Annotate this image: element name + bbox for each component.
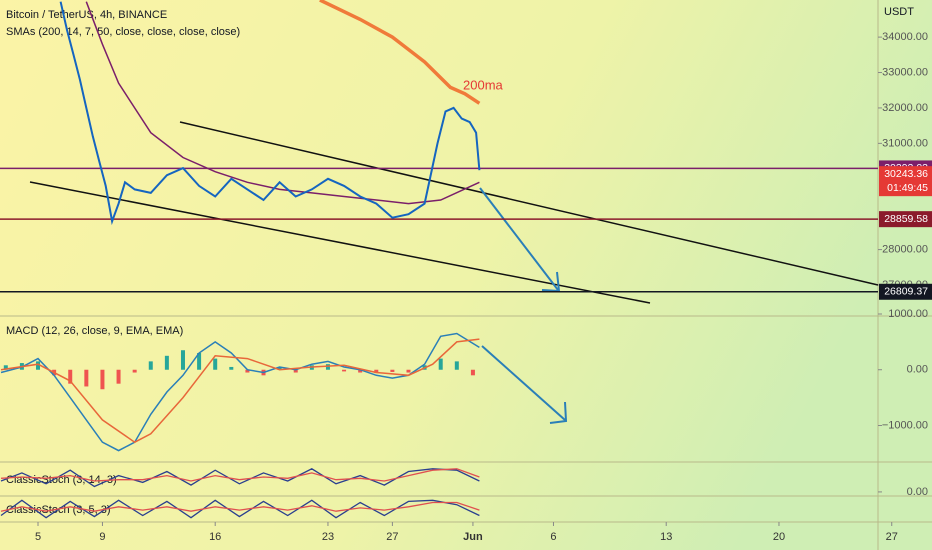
x-tick-label: 9 xyxy=(99,531,105,543)
histogram-bar xyxy=(293,369,298,373)
x-tick-label: 6 xyxy=(550,531,556,543)
price-label: 28859.58 xyxy=(884,213,928,225)
histogram-bar xyxy=(358,369,363,373)
histogram-bar xyxy=(164,355,169,370)
x-tick-label: 27 xyxy=(886,531,898,543)
histogram-bar xyxy=(374,369,379,374)
y-tick-label: 28000.00 xyxy=(882,244,928,256)
y-tick-label: 32000.00 xyxy=(882,102,928,114)
annotation: 200ma xyxy=(463,77,504,92)
x-tick-label: 23 xyxy=(322,531,334,543)
histogram-bar xyxy=(36,361,41,370)
histogram-bar xyxy=(406,369,411,373)
last-price-bg xyxy=(879,166,932,197)
histogram-bar xyxy=(100,369,105,390)
arrows xyxy=(479,187,568,424)
macd-line xyxy=(0,332,480,452)
arrow xyxy=(479,187,559,291)
y-tick-label: 0.00 xyxy=(907,486,928,498)
histogram-bar xyxy=(342,369,347,372)
x-tick-label: 5 xyxy=(35,531,41,543)
histogram-bar xyxy=(116,369,121,384)
y-tick-label: 34000.00 xyxy=(882,31,928,43)
stoch-d xyxy=(0,501,480,512)
histogram-bar xyxy=(470,369,475,376)
currency: USDT xyxy=(884,6,914,18)
histogram-bar xyxy=(438,358,443,370)
histogram-bar xyxy=(277,366,282,370)
histogram-bar xyxy=(454,361,459,370)
histogram-bar xyxy=(197,353,202,370)
stoch-k xyxy=(0,468,480,488)
histogram-bar xyxy=(180,350,185,370)
histogram-bar xyxy=(3,365,8,370)
arrow-head xyxy=(549,401,568,424)
y-tick-label: −1000.00 xyxy=(882,419,928,431)
x-tick-label: 20 xyxy=(773,531,785,543)
histogram-bar xyxy=(84,369,89,387)
price-label-bg xyxy=(879,283,932,300)
histogram-bar xyxy=(68,369,73,384)
sma-200-line xyxy=(319,0,481,105)
histogram-bar xyxy=(148,361,153,370)
stoch-d xyxy=(0,468,480,482)
price-line xyxy=(59,1,481,226)
arrow xyxy=(481,345,566,421)
y-tick-label: 31000.00 xyxy=(882,137,928,149)
sma-line xyxy=(85,1,480,205)
stoch-k xyxy=(0,499,480,519)
histogram-bar xyxy=(213,358,218,370)
indicator-label: SMAs (200, 14, 7, 50, close, close, clos… xyxy=(6,26,240,38)
arrow-head xyxy=(541,271,561,293)
y-tick-label: 1000.00 xyxy=(888,308,928,320)
histogram-bar xyxy=(245,369,250,373)
trendline xyxy=(179,121,879,286)
trendline xyxy=(29,181,651,304)
price-label-bg xyxy=(879,211,932,228)
countdown: 01:49:45 xyxy=(887,182,928,194)
signal-line xyxy=(0,338,480,444)
x-tick-label: 16 xyxy=(209,531,221,543)
macd-label: MACD (12, 26, close, 9, EMA, EMA) xyxy=(6,325,183,337)
last-price: 30243.36 xyxy=(884,168,928,180)
price-label: 26809.37 xyxy=(884,286,928,298)
x-tick-label: Jun xyxy=(463,531,483,543)
x-tick-label: 13 xyxy=(660,531,672,543)
y-tick-label: 33000.00 xyxy=(882,66,928,78)
histogram-bar xyxy=(229,366,234,370)
y-tick-label: 0.00 xyxy=(907,364,928,376)
histogram-bar xyxy=(132,369,137,373)
chart-title: Bitcoin / TetherUS, 4h, BINANCE xyxy=(6,9,167,21)
histogram-bar xyxy=(390,369,395,372)
histogram-bar xyxy=(325,364,330,370)
x-tick-label: 27 xyxy=(386,531,398,543)
